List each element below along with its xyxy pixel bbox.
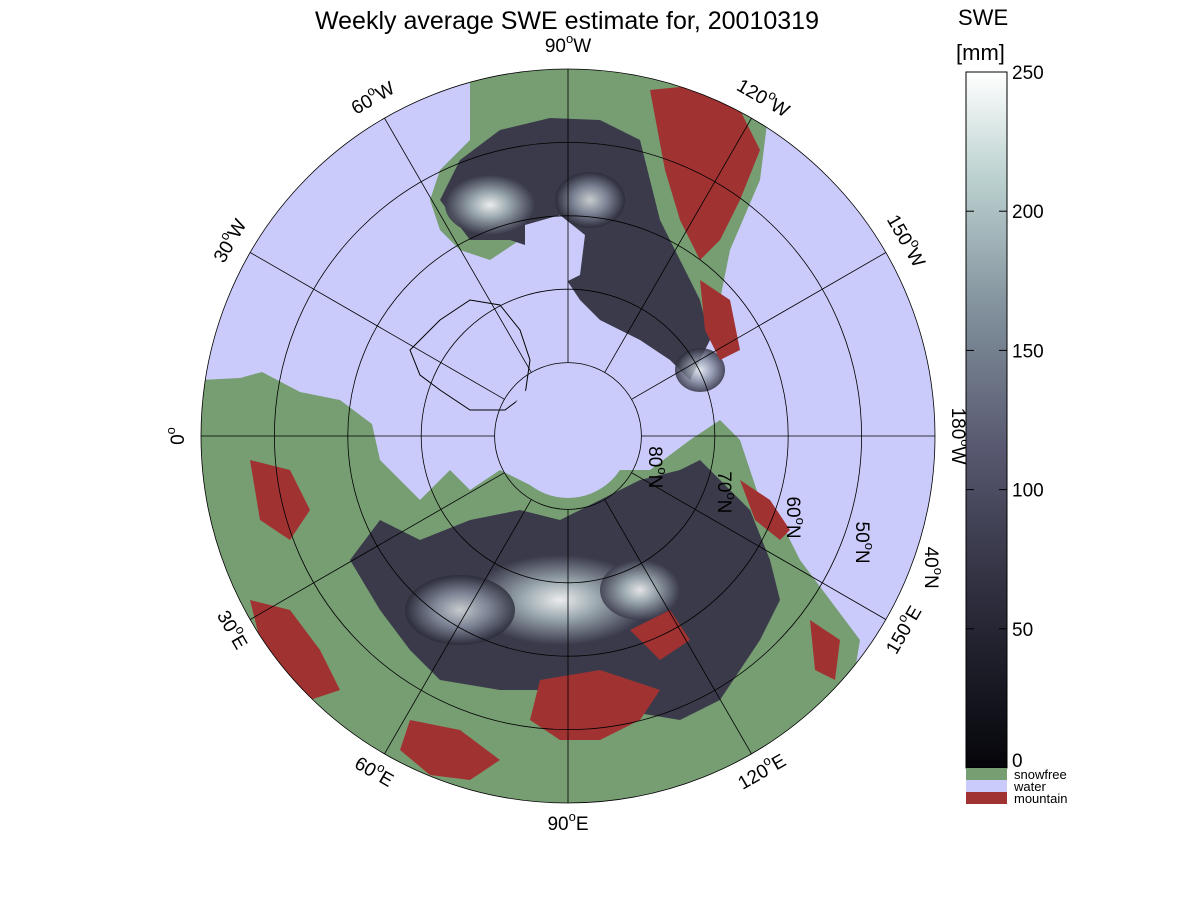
colorbar-label-line1: SWE xyxy=(958,5,1008,30)
greenland-outline xyxy=(409,299,531,411)
meridian-line xyxy=(604,117,752,373)
america-snow-peak-2 xyxy=(555,172,625,228)
longitude-label: 90oE xyxy=(547,809,588,835)
america-snow-peak-1 xyxy=(445,175,535,235)
colorbar-tick-label: 200 xyxy=(1012,202,1044,223)
eurasia-snow-peak-3 xyxy=(600,560,680,620)
colorbar-tick-label: 100 xyxy=(1012,481,1044,502)
longitude-label: 30oW xyxy=(206,213,252,266)
hudson-bay-water xyxy=(525,215,585,285)
colorbar-label-line2: [mm] xyxy=(956,40,1005,65)
legend-label: snowfree xyxy=(1014,767,1067,782)
legend-label: mountain xyxy=(1014,791,1067,806)
latitude-label: 70oN xyxy=(713,471,739,513)
eurasia-snow-peak-2 xyxy=(405,575,515,645)
longitude-label: 60oW xyxy=(345,74,398,120)
meridian-line xyxy=(631,252,887,400)
meridian-line xyxy=(604,499,752,755)
legend-swatch xyxy=(966,768,1007,780)
meridian-line xyxy=(249,252,505,400)
mountain-regions xyxy=(250,85,840,780)
colorbar-tick-label: 250 xyxy=(1012,63,1044,84)
colorbar-ticks: 0 50 100 150 200 250 xyxy=(966,63,1044,772)
latitude-label: 40oN xyxy=(920,547,946,589)
meridian-line xyxy=(631,472,887,620)
meridian-line xyxy=(384,117,532,373)
polar-ice-region xyxy=(506,374,630,498)
legend-label: water xyxy=(1013,779,1046,794)
colorbar-tick-label: 0 xyxy=(1012,751,1023,772)
legend-swatch xyxy=(966,792,1007,804)
longitude-label: 0o xyxy=(163,427,189,445)
colorbar: SWE [mm] 0 50 100 150 200 250 xyxy=(956,5,1044,772)
latitude-label: 50oN xyxy=(851,522,877,564)
meridian-line xyxy=(384,499,532,755)
colorbar-tick-label: 50 xyxy=(1012,620,1033,641)
latitude-label: 80oN xyxy=(644,446,670,488)
legend-swatch xyxy=(966,780,1007,792)
latitude-label: 60oN xyxy=(782,496,808,538)
colorbar-gradient xyxy=(965,71,1008,769)
colorbar-tick-label: 150 xyxy=(1012,341,1044,362)
map-title: Weekly average SWE estimate for, 2001031… xyxy=(315,7,819,35)
longitude-label: 90oW xyxy=(545,31,591,57)
meridian-line xyxy=(249,472,505,620)
graticule xyxy=(200,68,936,804)
america-snow-peak-3 xyxy=(675,348,725,392)
latitude-labels: 80oN 70oN 60oN 50oN 40oN xyxy=(644,446,946,589)
